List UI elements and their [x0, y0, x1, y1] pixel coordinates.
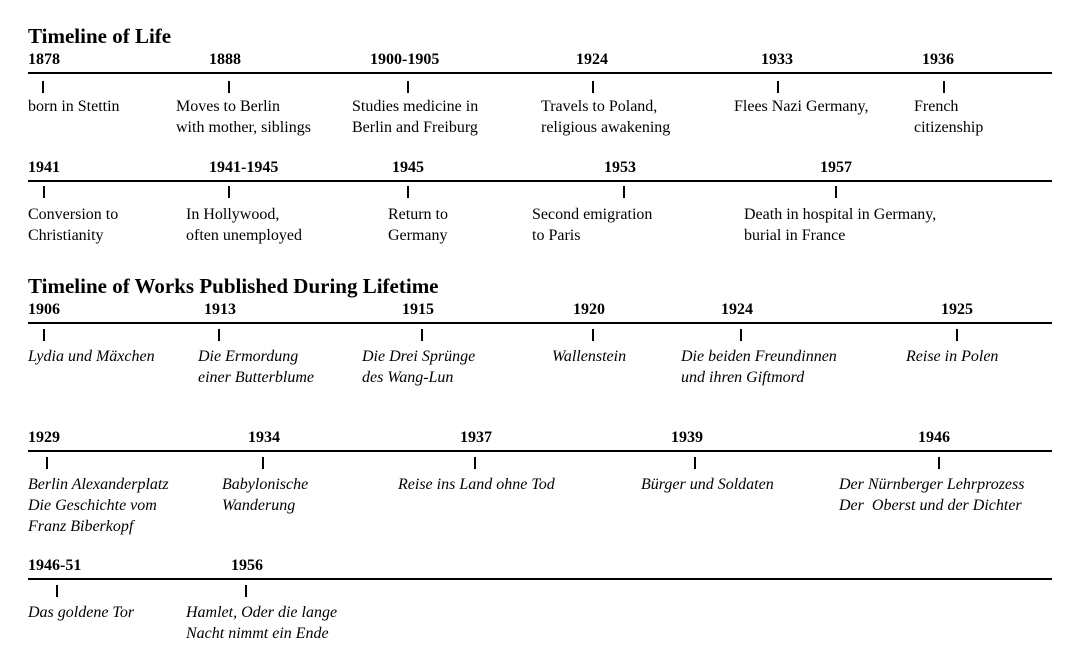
year-label: 1956: [231, 557, 263, 574]
work-title: Babylonische Wanderung: [222, 476, 309, 514]
work-title: Der Nürnberger Lehrprozess Der Oberst un…: [839, 476, 1025, 514]
tick-mark: [407, 81, 409, 93]
tick-mark: [228, 81, 230, 93]
tick-mark: [777, 81, 779, 93]
event-description: Moves to Berlin with mother, siblings: [176, 98, 311, 136]
year-label: 1936: [922, 51, 954, 68]
works-heading: Timeline of Works Published During Lifet…: [28, 274, 439, 298]
tick-mark: [43, 186, 45, 198]
year-label: 1939: [671, 429, 703, 446]
tick-mark: [43, 329, 45, 341]
year-label: 1941-1945: [209, 159, 279, 176]
year-label: 1933: [761, 51, 793, 68]
works-row-2: 1929 Berlin Alexanderplatz Die Geschicht…: [0, 0, 1088, 535]
event-description: Studies medicine in Berlin and Freiburg: [352, 98, 479, 136]
year-label: 1924: [576, 51, 608, 68]
tick-mark: [956, 329, 958, 341]
work-title: Hamlet, Oder die lange Nacht nimmt ein E…: [186, 604, 338, 642]
event-description: Return to Germany: [388, 206, 448, 244]
tick-mark: [46, 457, 48, 469]
tick-mark: [245, 585, 247, 597]
life-row-1: 1878 born in Stettin 1888 Moves to Berli…: [0, 0, 1088, 136]
work-title: Die Ermordung einer Butterblume: [198, 348, 314, 386]
timeline-rule: [28, 578, 1052, 580]
year-label: 1920: [573, 301, 605, 318]
tick-mark: [407, 186, 409, 198]
year-label: 1925: [941, 301, 973, 318]
tick-mark: [943, 81, 945, 93]
year-label: 1878: [28, 51, 60, 68]
year-label: 1941: [28, 159, 60, 176]
tick-mark: [474, 457, 476, 469]
event-description: Flees Nazi Germany,: [734, 98, 869, 115]
year-label: 1946: [918, 429, 950, 446]
year-label: 1934: [248, 429, 280, 446]
event-description: Death in hospital in Germany, burial in …: [744, 206, 937, 244]
life-heading: Timeline of Life: [28, 24, 172, 48]
year-label: 1888: [209, 51, 241, 68]
tick-mark: [938, 457, 940, 469]
work-title: Reise in Polen: [906, 348, 999, 365]
tick-mark: [623, 186, 625, 198]
tick-mark: [42, 81, 44, 93]
work-title: Das goldene Tor: [28, 604, 135, 621]
tick-mark: [740, 329, 742, 341]
year-label: 1915: [402, 301, 434, 318]
works-row-1: 1906 Lydia und Mäxchen 1913 Die Ermordun…: [0, 0, 1088, 386]
year-label: 1913: [204, 301, 236, 318]
work-title: Bürger und Soldaten: [641, 476, 774, 493]
tick-mark: [592, 329, 594, 341]
timeline-rule: [28, 180, 1052, 182]
work-title: Die beiden Freundinnen und ihren Giftmor…: [681, 348, 837, 386]
year-label: 1924: [721, 301, 753, 318]
event-description: French citizenship: [914, 98, 984, 136]
year-label: 1957: [820, 159, 852, 176]
work-title: Reise ins Land ohne Tod: [398, 476, 555, 493]
work-title: Wallenstein: [552, 348, 627, 365]
year-label: 1945: [392, 159, 424, 176]
event-description: Conversion to Christianity: [28, 206, 119, 244]
event-description: In Hollywood, often unemployed: [186, 206, 302, 244]
tick-mark: [592, 81, 594, 93]
year-label: 1900-1905: [370, 51, 440, 68]
work-title: Die Drei Sprünge des Wang-Lun: [362, 348, 476, 386]
work-title: Lydia und Mäxchen: [28, 348, 155, 365]
year-label: 1946-51: [28, 557, 82, 574]
tick-mark: [421, 329, 423, 341]
event-description: born in Stettin: [28, 98, 120, 115]
year-label: 1937: [460, 429, 492, 446]
year-label: 1953: [604, 159, 636, 176]
tick-mark: [218, 329, 220, 341]
tick-mark: [56, 585, 58, 597]
timeline-rule: [28, 450, 1052, 452]
event-description: Travels to Poland, religious awakening: [541, 98, 671, 136]
year-label: 1906: [28, 301, 60, 318]
work-title: Berlin Alexanderplatz Die Geschichte vom…: [28, 476, 169, 535]
tick-mark: [835, 186, 837, 198]
timeline-rule: [28, 72, 1052, 74]
life-row-2: 1941 Conversion to Christianity 1941-194…: [0, 0, 1088, 244]
timeline-rule: [28, 322, 1052, 324]
tick-mark: [228, 186, 230, 198]
event-description: Second emigration to Paris: [532, 206, 653, 244]
tick-mark: [262, 457, 264, 469]
year-label: 1929: [28, 429, 60, 446]
tick-mark: [694, 457, 696, 469]
works-row-3: 1946-51 Das goldene Tor 1956 Hamlet, Ode…: [0, 0, 1088, 642]
